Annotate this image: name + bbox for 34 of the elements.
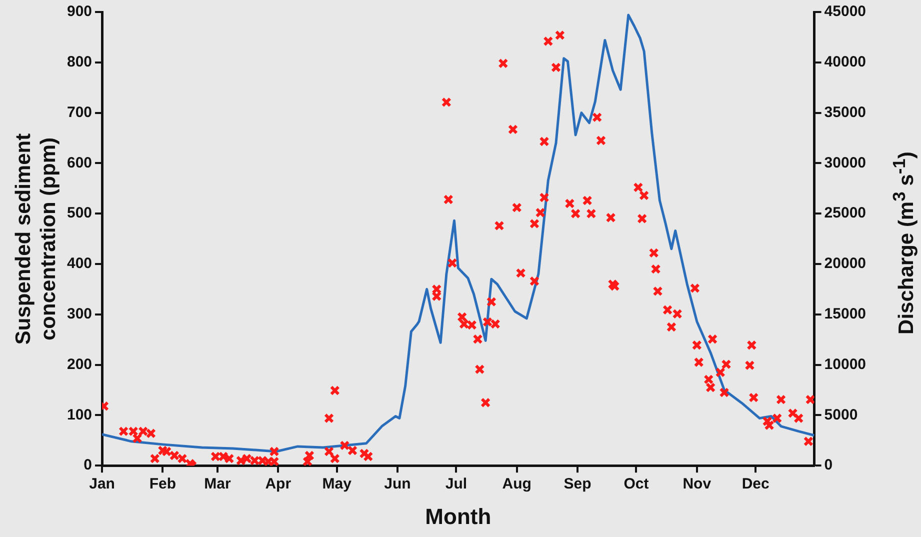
y2-tick-label: 0 (824, 456, 833, 474)
y-tick-label: 400 (66, 255, 92, 272)
x-tick-label: Apr (265, 476, 292, 493)
y-tick-label: 900 (66, 3, 92, 20)
x-tick-label: Dec (742, 476, 770, 493)
y2-tick-label: 30000 (824, 154, 866, 172)
x-tick-label: Nov (682, 476, 712, 493)
x-tick-label: Mar (204, 476, 231, 493)
y-tick-label: 0 (84, 456, 92, 474)
y-tick-label: 200 (66, 356, 92, 373)
y-axis-title: Suspended sediment concentration (ppm) (11, 132, 61, 346)
y2-tick-label: 40000 (824, 54, 866, 71)
y2-tick-label: 10000 (824, 356, 866, 373)
x-tick-label: Sep (564, 476, 592, 493)
y-tick-label: 600 (66, 154, 92, 172)
x-tick-label: Oct (624, 476, 649, 493)
x-tick-label: Aug (502, 476, 532, 493)
y-tick-label: 700 (66, 104, 92, 121)
y2-tick-label: 20000 (824, 255, 866, 272)
y2-tick-label: 35000 (824, 104, 866, 121)
y-tick-label: 800 (66, 54, 92, 71)
y2-tick-label: 5000 (824, 406, 858, 424)
x-axis-title: Month (425, 504, 492, 529)
y-tick-label: 300 (66, 306, 92, 323)
y2-tick-label: 25000 (824, 204, 866, 222)
x-tick-label: Jun (384, 476, 411, 493)
x-tick-label: Jul (445, 476, 468, 493)
x-tick-label: May (322, 476, 352, 493)
y-tick-label: 100 (66, 406, 92, 424)
y2-tick-label: 15000 (824, 306, 866, 323)
y-tick-label: 500 (66, 204, 92, 222)
x-tick-label: Feb (149, 476, 176, 493)
y2-tick-label: 45000 (824, 3, 866, 20)
x-tick-label: Jan (89, 476, 115, 493)
